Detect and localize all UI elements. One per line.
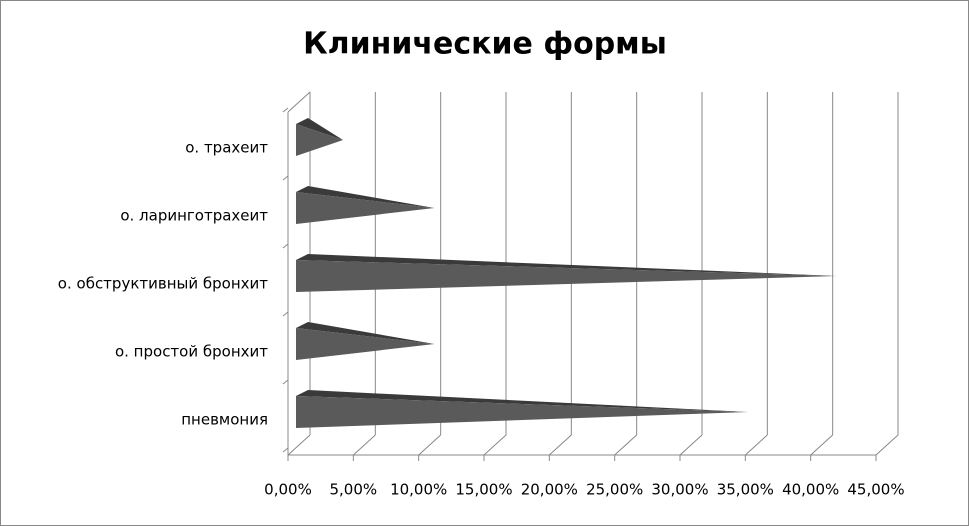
cone-top <box>296 118 344 140</box>
cone <box>296 322 435 360</box>
chart-title: Клинические формы <box>303 27 667 62</box>
grid-line-floor <box>744 434 768 456</box>
y-tick-label: о. трахеит <box>185 139 268 157</box>
y-tick-label: о. обструктивный бронхит <box>58 275 268 293</box>
x-tick-label: 15,00% <box>455 481 512 499</box>
grid-line-floor <box>875 434 899 456</box>
cone-face <box>296 328 435 360</box>
grid-line-floor <box>352 434 376 456</box>
y-tick-label: о. простой бронхит <box>115 343 268 361</box>
left-wall-top <box>287 91 311 113</box>
x-tick-label: 20,00% <box>521 481 578 499</box>
grid-line-floor <box>810 434 834 456</box>
cone-face <box>296 124 344 156</box>
cone <box>296 390 749 428</box>
grid-line-floor <box>418 434 442 456</box>
category-tick <box>282 107 289 113</box>
cone <box>296 118 344 156</box>
grid-line-floor <box>483 434 507 456</box>
category-tick <box>282 379 289 385</box>
cone <box>296 254 837 292</box>
grid-line-floor <box>548 434 572 456</box>
y-tick-label: о. ларинготрахеит <box>120 207 268 225</box>
x-tick-label: 0,00% <box>264 481 312 499</box>
x-tick-label: 30,00% <box>651 481 708 499</box>
category-tick <box>282 447 289 453</box>
category-tick <box>282 311 289 317</box>
cone-face <box>296 396 749 428</box>
x-tick-label: 45,00% <box>847 481 904 499</box>
category-tick <box>282 175 289 181</box>
cone-face <box>296 260 837 292</box>
cone-top <box>296 254 837 276</box>
category-tick <box>282 243 289 249</box>
y-tick-label: пневмония <box>181 411 268 429</box>
x-tick-label: 25,00% <box>586 481 643 499</box>
grid-line-floor <box>614 434 638 456</box>
cone-top <box>296 186 435 208</box>
cone-top <box>296 322 435 344</box>
cone-face <box>296 192 435 224</box>
cone-top <box>296 390 749 412</box>
x-tick-label: 10,00% <box>390 481 447 499</box>
x-tick-label: 40,00% <box>782 481 839 499</box>
cone <box>296 186 435 224</box>
grid-line-floor <box>679 434 703 456</box>
x-tick-label: 35,00% <box>717 481 774 499</box>
x-tick-label: 5,00% <box>330 481 378 499</box>
grid-line-floor <box>287 434 311 456</box>
